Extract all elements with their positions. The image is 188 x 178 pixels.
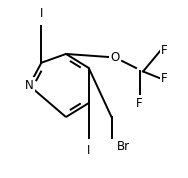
Text: F: F	[136, 96, 143, 109]
Text: I: I	[40, 7, 43, 20]
Text: I: I	[87, 144, 90, 157]
Text: F: F	[161, 44, 167, 57]
Text: F: F	[161, 72, 167, 85]
Text: O: O	[110, 51, 120, 64]
Text: Br: Br	[117, 140, 130, 153]
Text: N: N	[25, 79, 33, 92]
